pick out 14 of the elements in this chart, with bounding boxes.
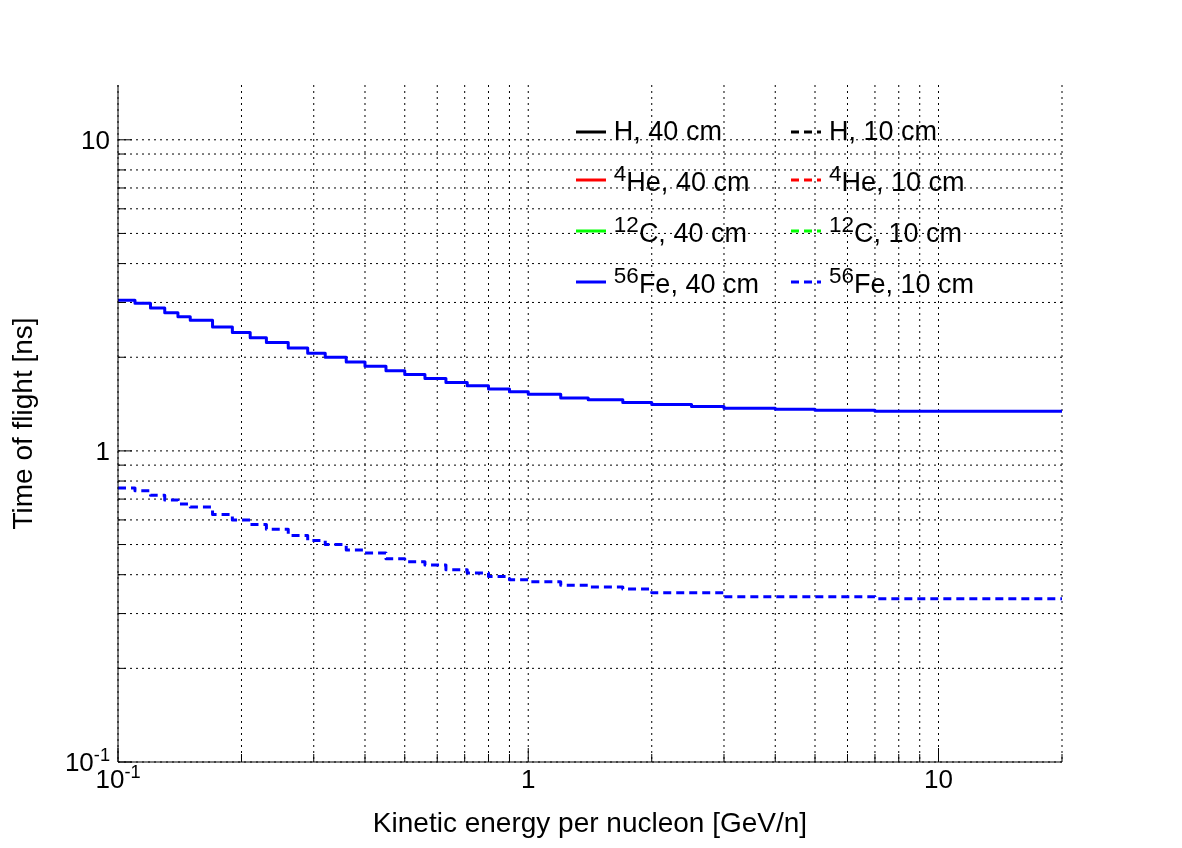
legend-label: H, 40 cm xyxy=(613,116,722,147)
legend-label: $^{12}$C, 40 cm xyxy=(613,212,747,249)
legend-label: $^{56}$Fe, 40 cm xyxy=(613,263,759,300)
y-tick-label: 1 xyxy=(95,435,110,466)
legend-label: $^{56}$Fe, 10 cm xyxy=(828,263,974,300)
legend-label: $^{12}$C, 10 cm xyxy=(828,212,962,249)
x-tick-label: 1 xyxy=(521,764,536,794)
legend-label: $^{4}$He, 10 cm xyxy=(828,161,965,198)
y-axis-title: Time of flight [ns] xyxy=(6,317,38,530)
x-tick-label: 10 xyxy=(924,764,953,794)
legend-label: $^{4}$He, 40 cm xyxy=(613,161,750,198)
y-tick-label: 10 xyxy=(81,124,110,155)
x-axis-title: Kinetic energy per nucleon [GeV/n] xyxy=(372,807,808,838)
legend-label: H, 10 cm xyxy=(828,116,937,147)
